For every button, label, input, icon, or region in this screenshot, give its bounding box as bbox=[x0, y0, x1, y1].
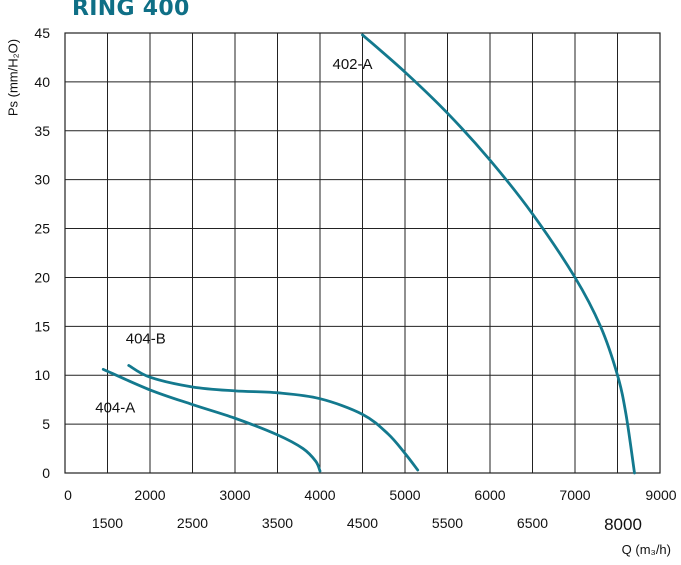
y-tick-label: 20 bbox=[34, 269, 50, 285]
x-tick-label-upper: 4000 bbox=[304, 487, 335, 503]
curve-404-b bbox=[127, 364, 420, 472]
x-tick-label-upper: 6000 bbox=[474, 487, 505, 503]
y-tick-label: 5 bbox=[42, 416, 50, 432]
y-tick-label: 15 bbox=[34, 318, 50, 334]
x-tick-label-lower: 6500 bbox=[517, 515, 548, 531]
y-tick-label: 40 bbox=[34, 74, 50, 90]
curve-label-404-b: 404-B bbox=[126, 330, 166, 347]
x-tick-label-lower: 4500 bbox=[347, 515, 378, 531]
y-tick-label: 35 bbox=[34, 123, 50, 139]
x-tick-label-lower: 1500 bbox=[92, 515, 123, 531]
curve-labels: 402-A 404-B 404-A bbox=[95, 56, 372, 416]
x-tick-label-upper: 0 bbox=[64, 487, 72, 503]
x-tick-label-upper: 9000 bbox=[645, 487, 676, 503]
y-tick-label: 10 bbox=[34, 367, 50, 383]
x-tick-label-upper: 2000 bbox=[134, 487, 165, 503]
curve-label-402-a: 402-A bbox=[333, 56, 373, 73]
x-tick-label-upper: 5000 bbox=[389, 487, 420, 503]
y-tick-label: 45 bbox=[34, 25, 50, 41]
y-tick-label: 30 bbox=[34, 172, 50, 188]
grid bbox=[64, 32, 661, 474]
curve-402-a bbox=[361, 33, 636, 475]
x-tick-label-upper: 7000 bbox=[559, 487, 590, 503]
x-tick-label-lower: 8000 bbox=[604, 515, 642, 534]
x-tick-label-lower: 5500 bbox=[432, 515, 463, 531]
chart-title: RING 400 bbox=[72, 0, 190, 21]
curve-404-a bbox=[101, 367, 322, 473]
curves bbox=[101, 33, 636, 475]
x-tick-label-lower: 3500 bbox=[262, 515, 293, 531]
x-axis-label: Q (m₃/h) bbox=[621, 542, 671, 557]
x-tick-label-upper: 3000 bbox=[219, 487, 250, 503]
y-tick-label: 25 bbox=[34, 221, 50, 237]
curve-label-404-a: 404-A bbox=[95, 399, 135, 416]
y-tick-label: 0 bbox=[42, 465, 50, 481]
tick-labels: 0 5 10 15 20 25 30 35 40 45 0 2000 3000 4000 5000 6000 7… bbox=[34, 25, 676, 534]
x-tick-label-lower: 2500 bbox=[177, 515, 208, 531]
